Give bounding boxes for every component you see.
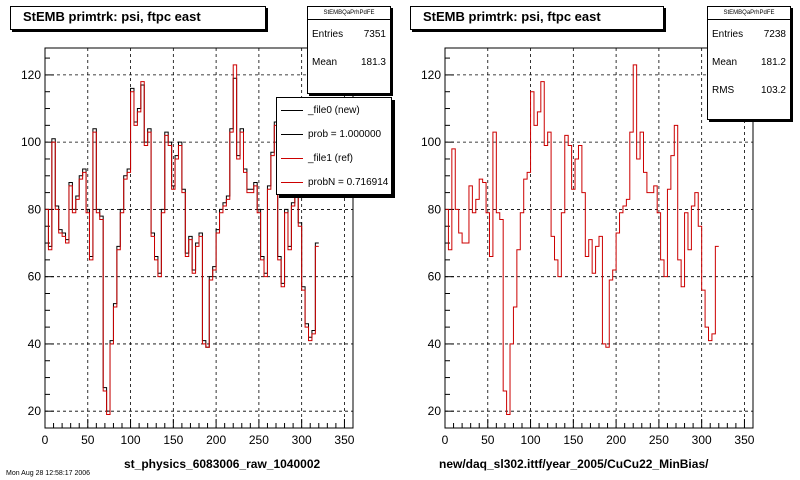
y-tick-label: 100: [21, 135, 41, 149]
stats-label: Entries: [312, 28, 344, 40]
stats-value: 181.3: [360, 56, 386, 68]
x-tick-label: 0: [42, 433, 49, 447]
legend-entry: _file0 (new): [277, 98, 391, 122]
right-stats-row-rms: RMS 103.2: [708, 76, 790, 104]
y-tick-label: 20: [428, 404, 442, 418]
left-stats-row-entries: Entries 7351: [308, 20, 390, 48]
x-tick-label: 350: [734, 433, 754, 447]
x-tick-label: 50: [481, 433, 495, 447]
right-series-0-line: [445, 64, 719, 416]
left-chart-title: StEMB primtrk: psi, ftpc east: [10, 6, 266, 30]
x-tick-label: 50: [81, 433, 95, 447]
stats-value: 103.2: [760, 84, 786, 96]
legend-swatch: [281, 134, 303, 135]
left-stats-row-mean: Mean 181.3: [308, 48, 390, 76]
stats-label: Entries: [712, 28, 744, 40]
x-tick-label: 150: [163, 433, 183, 447]
x-tick-label: 150: [563, 433, 583, 447]
left-chart-title-text: StEMB primtrk: psi, ftpc east: [23, 9, 201, 24]
legend-label: _file1 (ref): [308, 152, 354, 164]
right-stats-box: StEMBQaPrhPdFE Entries 7238 Mean 181.2 R…: [707, 6, 791, 120]
legend-label: _file0 (new): [308, 104, 360, 116]
legend-entry: prob = 1.000000: [277, 122, 391, 146]
stats-label: Mean: [712, 56, 738, 68]
right-stats-row-mean: Mean 181.2: [708, 48, 790, 76]
legend-swatch: [281, 110, 303, 111]
legend-label: probN = 0.716914: [308, 176, 389, 188]
stats-label: Mean: [312, 56, 338, 68]
x-tick-label: 200: [206, 433, 226, 447]
x-tick-label: 250: [649, 433, 669, 447]
x-tick-label: 300: [292, 433, 312, 447]
legend-entry: probN = 0.716914: [277, 170, 391, 194]
stats-label: RMS: [712, 84, 735, 96]
x-tick-label: 350: [334, 433, 354, 447]
y-tick-label: 80: [428, 202, 442, 216]
left-legend: _file0 (new) prob = 1.000000 _file1 (ref…: [276, 97, 392, 195]
right-chart-title: StEMB primtrk: psi, ftpc east: [410, 6, 664, 30]
x-tick-label: 100: [121, 433, 141, 447]
left-x-axis-title: st_physics_6083006_raw_1040002: [124, 457, 321, 471]
y-tick-label: 80: [28, 202, 42, 216]
right-stats-name: StEMBQaPrhPdFE: [708, 7, 790, 20]
right-plot-frame: [444, 47, 754, 429]
y-tick-label: 60: [428, 270, 442, 284]
x-tick-label: 200: [606, 433, 626, 447]
x-tick-label: 300: [692, 433, 712, 447]
left-stats-name: StEMBQaPrhPdFE: [308, 7, 390, 20]
y-tick-label: 40: [428, 337, 442, 351]
stats-value: 7238: [763, 28, 786, 40]
right-chart-title-text: StEMB primtrk: psi, ftpc east: [423, 9, 601, 24]
y-tick-label: 120: [21, 68, 41, 82]
legend-swatch: [281, 182, 303, 183]
x-tick-label: 0: [442, 433, 449, 447]
y-tick-label: 120: [421, 68, 441, 82]
y-tick-label: 100: [421, 135, 441, 149]
y-tick-label: 40: [28, 337, 42, 351]
legend-swatch: [281, 158, 303, 159]
legend-entry: _file1 (ref): [277, 146, 391, 170]
y-tick-label: 20: [28, 404, 42, 418]
right-x-axis-title: new/daq_sl302.ittf/year_2005/CuCu22_MinB…: [439, 457, 709, 471]
x-tick-label: 100: [521, 433, 541, 447]
left-series-1-line: [45, 64, 319, 416]
stats-value: 7351: [363, 28, 386, 40]
right-plot-area: 0 50 100 150 200 250 300 350 20 40 60 80 100 120: [421, 47, 755, 447]
right-stats-row-entries: Entries 7238: [708, 20, 790, 48]
timestamp-footer: Mon Aug 28 12:58:17 2006: [6, 470, 91, 477]
x-tick-label: 250: [249, 433, 269, 447]
legend-label: prob = 1.000000: [308, 128, 382, 140]
stats-value: 181.2: [760, 56, 786, 68]
left-plot-frame: [44, 47, 354, 429]
left-stats-box: StEMBQaPrhPdFE Entries 7351 Mean 181.3: [307, 6, 391, 94]
left-series-0-line: [45, 77, 319, 412]
y-tick-label: 60: [28, 270, 42, 284]
